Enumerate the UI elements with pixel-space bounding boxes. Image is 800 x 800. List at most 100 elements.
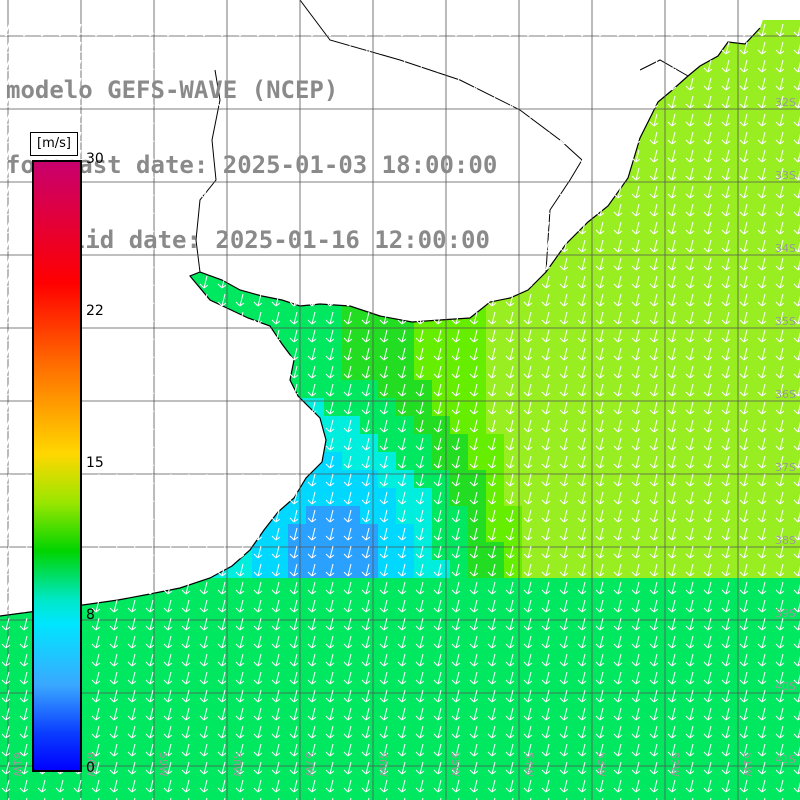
- wind-arrow: [721, 77, 731, 91]
- wind-arrow: [739, 203, 749, 217]
- wind-arrow: [19, 239, 29, 253]
- wind-arrow: [433, 239, 443, 253]
- wind-arrow: [217, 131, 227, 145]
- wind-arrow: [739, 707, 749, 721]
- wind-cell: [306, 506, 324, 524]
- wind-arrow: [469, 473, 479, 487]
- wind-arrow: [757, 473, 767, 487]
- wind-arrow: [613, 365, 623, 379]
- wind-arrow: [739, 635, 749, 649]
- wind-cell: [756, 326, 774, 344]
- wind-arrow: [145, 275, 155, 289]
- wind-arrow: [595, 635, 605, 649]
- wind-arrow: [505, 23, 515, 37]
- wind-cell: [666, 650, 684, 668]
- wind-arrow: [163, 149, 173, 163]
- wind-arrow: [127, 617, 137, 631]
- wind-cell: [540, 344, 558, 362]
- wind-arrow: [505, 689, 515, 703]
- wind-cell: [738, 380, 756, 398]
- wind-arrow: [235, 599, 245, 613]
- wind-arrow: [91, 743, 101, 757]
- wind-cell: [738, 560, 756, 578]
- wind-arrow: [685, 743, 695, 757]
- wind-arrow: [685, 293, 695, 307]
- wind-cell: [774, 650, 792, 668]
- wind-cell: [144, 686, 162, 704]
- wind-arrow: [181, 509, 191, 523]
- wind-arrow: [559, 779, 569, 793]
- wind-arrow: [451, 671, 461, 685]
- wind-cell: [684, 668, 702, 686]
- wind-arrow: [649, 383, 659, 397]
- wind-cell: [738, 434, 756, 452]
- wind-arrow: [109, 257, 119, 271]
- wind-cell: [504, 794, 522, 800]
- wind-cell: [702, 254, 720, 272]
- wind-cell: [792, 272, 800, 290]
- wind-arrow: [757, 95, 767, 109]
- wind-arrow: [703, 131, 713, 145]
- wind-arrow: [739, 617, 749, 631]
- wind-cell: [558, 398, 576, 416]
- wind-arrow: [595, 743, 605, 757]
- wind-arrow: [613, 203, 623, 217]
- wind-cell: [666, 92, 684, 110]
- wind-arrow: [343, 329, 353, 343]
- wind-cell: [450, 398, 468, 416]
- wind-arrow: [181, 221, 191, 235]
- wind-cell: [108, 794, 126, 800]
- wind-cell: [720, 488, 738, 506]
- wind-cell: [270, 704, 288, 722]
- wind-cell: [648, 506, 666, 524]
- wind-arrow: [577, 293, 587, 307]
- wind-arrow: [523, 437, 533, 451]
- wind-cell: [756, 632, 774, 650]
- wind-arrow: [181, 95, 191, 109]
- wind-arrow: [523, 221, 533, 235]
- wind-cell: [648, 470, 666, 488]
- wind-arrow: [289, 221, 299, 235]
- wind-arrow: [433, 275, 443, 289]
- wind-cell: [378, 488, 396, 506]
- wind-arrow: [109, 167, 119, 181]
- wind-arrow: [595, 149, 605, 163]
- wind-arrow: [109, 185, 119, 199]
- wind-arrow: [487, 257, 497, 271]
- wind-cell: [540, 416, 558, 434]
- wind-cell: [792, 596, 800, 614]
- wind-arrow: [721, 635, 731, 649]
- wind-cell: [738, 722, 756, 740]
- wind-arrow: [1, 275, 11, 289]
- wind-arrow: [415, 113, 425, 127]
- wind-arrow: [703, 239, 713, 253]
- wind-arrow: [379, 293, 389, 307]
- wind-cell: [738, 110, 756, 128]
- wind-arrow: [667, 779, 677, 793]
- wind-arrow: [235, 527, 245, 541]
- wind-arrow: [487, 545, 497, 559]
- wind-cell: [18, 776, 36, 794]
- wind-arrow: [145, 671, 155, 685]
- wind-arrow: [721, 437, 731, 451]
- wind-arrow: [253, 527, 263, 541]
- wind-cell: [540, 452, 558, 470]
- colorbar-unit: [m/s]: [30, 132, 78, 156]
- wind-arrow: [469, 707, 479, 721]
- wind-cell: [324, 704, 342, 722]
- wind-cell: [648, 344, 666, 362]
- wind-cell: [702, 668, 720, 686]
- wind-arrow: [775, 167, 785, 181]
- wind-arrow: [775, 653, 785, 667]
- wind-arrow: [289, 311, 299, 325]
- wind-cell: [234, 632, 252, 650]
- wind-arrow: [289, 437, 299, 451]
- wind-cell: [720, 344, 738, 362]
- wind-arrow: [451, 635, 461, 649]
- wind-arrow: [109, 581, 119, 595]
- wind-arrow: [523, 41, 533, 55]
- wind-cell: [558, 488, 576, 506]
- wind-cell: [468, 470, 486, 488]
- wind-arrow: [289, 239, 299, 253]
- wind-arrow: [667, 635, 677, 649]
